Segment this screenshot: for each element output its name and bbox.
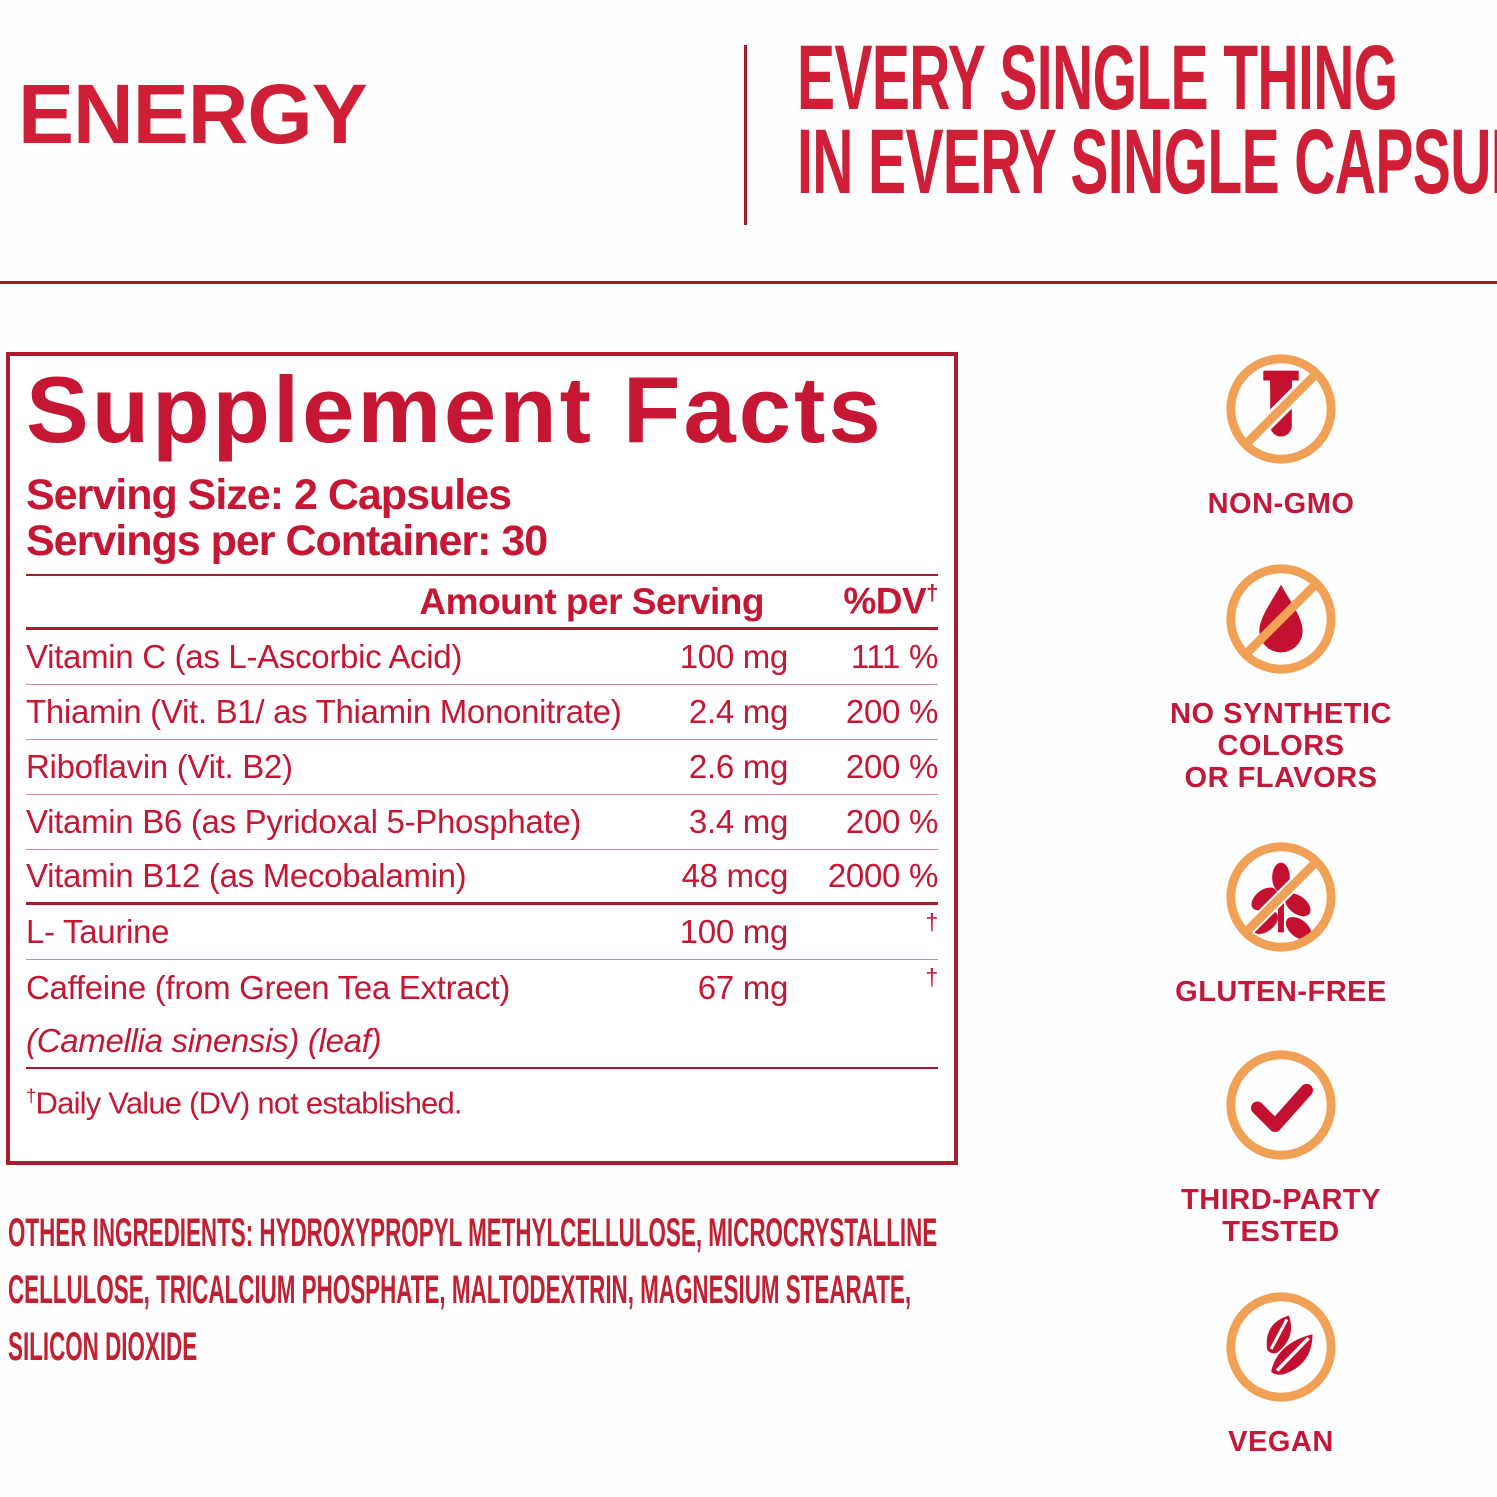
tagline-line-2: IN EVERY SINGLE CAPSULE bbox=[797, 111, 1497, 213]
nutrient-dv: 200 % bbox=[845, 748, 938, 785]
nutrient-amount: 67 mg bbox=[697, 968, 789, 1006]
tagline-line-1: EVERY SINGLE THING bbox=[797, 27, 1398, 129]
dv-footnote: †Daily Value (DV) not established. bbox=[26, 1085, 938, 1121]
servings-per-container: Servings per Container: 30 bbox=[26, 517, 548, 565]
column-header-dv: %DV† bbox=[788, 580, 938, 622]
badge-label-line: TESTED bbox=[1222, 1216, 1340, 1248]
nutrient-dv: 200 % bbox=[845, 803, 938, 840]
badge-label: NON-GMO bbox=[1208, 488, 1355, 520]
nutrient-amount: 48 mcg bbox=[681, 857, 789, 894]
dv-dagger: † bbox=[926, 580, 938, 606]
botanical-note: (Camellia sinensis) (leaf) bbox=[26, 1015, 938, 1069]
supplement-facts-title: Supplement Facts bbox=[26, 357, 884, 462]
table-row: Riboflavin (Vit. B2) 2.6 mg 200 % bbox=[26, 740, 938, 795]
no-droplet-icon bbox=[1226, 564, 1336, 674]
other-ingredients: OTHER INGREDIENTS: HYDROXYPROPYL METHYLC… bbox=[8, 1205, 1068, 1376]
nutrient-dv: 2000 % bbox=[827, 857, 938, 894]
badge-third-party-tested: THIRD-PARTY TESTED bbox=[1131, 1046, 1431, 1248]
serving-info: Serving Size: 2 Capsules Servings per Co… bbox=[26, 472, 954, 564]
other-ingredients-text: CELLULOSE, TRICALCIUM PHOSPHATE, MALTODE… bbox=[8, 1268, 912, 1312]
vertical-divider bbox=[744, 45, 747, 225]
nutrient-dv-dagger: † bbox=[925, 964, 939, 990]
badge-gluten-free: GLUTEN-FREE bbox=[1131, 838, 1431, 1008]
nutrient-dv: 200 % bbox=[845, 693, 938, 730]
table-header-row: Amount per Serving %DV† bbox=[26, 576, 938, 630]
badge-label-line: THIRD-PARTY bbox=[1181, 1184, 1381, 1216]
badge-no-synthetic-colors: NO SYNTHETIC COLORS OR FLAVORS bbox=[1131, 560, 1431, 794]
tagline: EVERY SINGLE THING IN EVERY SINGLE CAPSU… bbox=[797, 27, 1497, 213]
nutrient-amount: 2.4 mg bbox=[688, 693, 788, 730]
table-row: Thiamin (Vit. B1/ as Thiamin Mononitrate… bbox=[26, 685, 938, 740]
nutrient-name: Riboflavin (Vit. B2) bbox=[26, 748, 293, 785]
badge-label-line: COLORS bbox=[1217, 730, 1345, 762]
nutrient-amount: 2.6 mg bbox=[688, 748, 788, 785]
footnote-dagger: † bbox=[26, 1085, 36, 1106]
nutrient-amount: 100 mg bbox=[679, 638, 789, 675]
nutrient-name: Vitamin B6 (as Pyridoxal 5-Phosphate) bbox=[26, 803, 582, 840]
badge-label-line: NO SYNTHETIC bbox=[1170, 698, 1392, 730]
product-name: ENERGY bbox=[18, 67, 368, 161]
badge-label: THIRD-PARTY TESTED bbox=[1181, 1184, 1381, 1248]
nutrient-name: Thiamin (Vit. B1/ as Thiamin Mononitrate… bbox=[26, 693, 622, 730]
badge-label-line: OR FLAVORS bbox=[1184, 762, 1378, 794]
badge-label: NO SYNTHETIC COLORS OR FLAVORS bbox=[1170, 698, 1392, 794]
footnote-text: Daily Value (DV) not established. bbox=[35, 1085, 463, 1121]
no-wheat-icon bbox=[1226, 842, 1336, 952]
table-row: Vitamin B6 (as Pyridoxal 5-Phosphate) 3.… bbox=[26, 795, 938, 850]
badge-vegan: VEGAN bbox=[1131, 1288, 1431, 1458]
nutrient-dv-dagger: † bbox=[925, 909, 939, 935]
serving-size: Serving Size: 2 Capsules bbox=[26, 471, 512, 519]
leaves-icon bbox=[1226, 1292, 1336, 1402]
nutrient-name: Caffeine (from Green Tea Extract) bbox=[26, 968, 511, 1006]
badge-label: VEGAN bbox=[1228, 1426, 1334, 1458]
horizontal-divider bbox=[0, 281, 1497, 284]
badge-label: GLUTEN-FREE bbox=[1175, 976, 1387, 1008]
checkmark-icon bbox=[1226, 1050, 1336, 1160]
separator-rule bbox=[26, 574, 938, 576]
nutrient-amount: 100 mg bbox=[679, 913, 789, 950]
other-ingredients-line: SILICON DIOXIDE bbox=[8, 1319, 602, 1376]
badge-label-line: NON-GMO bbox=[1207, 488, 1355, 520]
nutrient-name: L- Taurine bbox=[26, 913, 170, 950]
table-row: Vitamin C (as L-Ascorbic Acid) 100 mg 11… bbox=[26, 630, 938, 685]
dv-label: %DV bbox=[843, 580, 927, 622]
column-header-amount: Amount per Serving bbox=[419, 580, 764, 622]
nutrient-amount: 3.4 mg bbox=[688, 803, 788, 840]
other-ingredients-line: CELLULOSE, TRICALCIUM PHOSPHATE, MALTODE… bbox=[8, 1262, 911, 1319]
badge-label-line: GLUTEN-FREE bbox=[1175, 976, 1387, 1008]
other-ingredients-line: OTHER INGREDIENTS: HYDROXYPROPYL METHYLC… bbox=[8, 1205, 937, 1262]
badge-label-line: VEGAN bbox=[1228, 1426, 1334, 1458]
other-ingredients-label: OTHER INGREDIENTS: bbox=[8, 1211, 254, 1255]
table-row: Caffeine (from Green Tea Extract) 67 mg … bbox=[26, 960, 938, 1015]
supplement-facts-panel: Supplement Facts Serving Size: 2 Capsule… bbox=[6, 352, 958, 1165]
other-ingredients-text: SILICON DIOXIDE bbox=[8, 1325, 198, 1369]
no-test-tube-icon bbox=[1226, 354, 1336, 464]
nutrient-dv: 111 % bbox=[850, 638, 938, 675]
badge-non-gmo: NON-GMO bbox=[1131, 350, 1431, 520]
nutrient-name: Vitamin C (as L-Ascorbic Acid) bbox=[26, 638, 463, 675]
table-row: L- Taurine 100 mg † bbox=[26, 905, 938, 960]
other-ingredients-text: HYDROXYPROPYL METHYLCELLULOSE, MICROCRYS… bbox=[253, 1211, 938, 1255]
nutrient-name: Vitamin B12 (as Mecobalamin) bbox=[26, 857, 467, 894]
table-row: Vitamin B12 (as Mecobalamin) 48 mcg 2000… bbox=[26, 850, 938, 905]
